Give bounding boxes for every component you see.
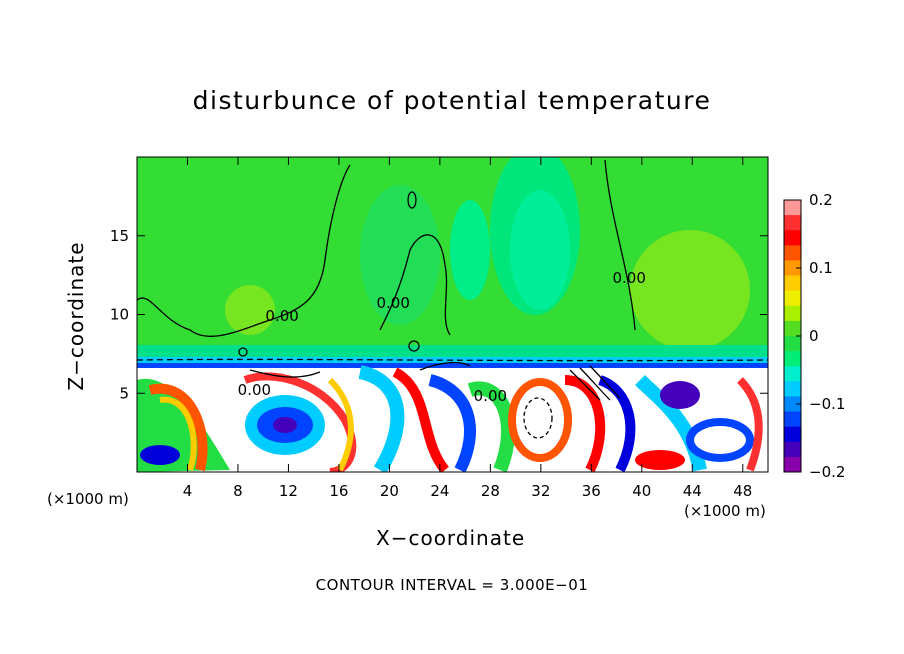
contour-label: 0.00 — [612, 269, 645, 287]
colorbar-swatch — [784, 336, 801, 352]
colorbar-swatch — [784, 276, 801, 292]
band — [137, 345, 768, 359]
colorbar-swatch — [784, 215, 801, 231]
heatmap-field — [137, 145, 768, 472]
colorbar-tick-label: 0.1 — [809, 259, 833, 277]
colorbar-tick-label: 0.2 — [809, 191, 833, 209]
contour-interval-note: CONTOUR INTERVAL = 3.000E−01 — [0, 576, 904, 594]
x-tick-label: 48 — [733, 482, 752, 500]
colorbar-swatch — [784, 291, 801, 307]
x-tick-label: 4 — [183, 482, 193, 500]
x-unit-left: (×1000 m) — [47, 490, 129, 508]
colorbar-swatch — [784, 230, 801, 246]
colorbar-swatch — [784, 381, 801, 397]
plume — [630, 230, 750, 350]
colorbar-swatch — [784, 442, 801, 458]
x-tick-label: 12 — [279, 482, 298, 500]
colorbar-swatch — [784, 457, 801, 473]
contour-label: 0.00 — [238, 381, 271, 399]
colorbar-swatch — [784, 306, 801, 322]
colorbar-tick-label: −0.2 — [809, 463, 845, 481]
x-tick-label: 16 — [329, 482, 348, 500]
contour-label: 0.00 — [474, 387, 507, 405]
band — [137, 363, 768, 368]
colorbar-swatch — [784, 427, 801, 443]
colorbar-swatch — [784, 366, 801, 382]
x-tick-label: 24 — [430, 482, 449, 500]
x-tick-label: 44 — [683, 482, 702, 500]
y-axis-label: Z−coordinate — [64, 241, 88, 390]
contour-label: 0.00 — [265, 307, 298, 325]
contour-label: 0.00 — [376, 294, 409, 312]
x-unit-right: (×1000 m) — [684, 502, 766, 520]
plume — [450, 200, 490, 300]
colorbar-swatch — [784, 351, 801, 367]
x-tick-label: 36 — [582, 482, 601, 500]
y-tick-label: 10 — [110, 306, 129, 324]
colorbar: 0.2 0.1 0 −0.1 −0.2 — [784, 191, 845, 481]
colorbar-swatch — [784, 321, 801, 337]
y-tick-label: 5 — [119, 384, 129, 402]
plume — [510, 190, 570, 310]
x-tick-label: 20 — [380, 482, 399, 500]
colorbar-tick-label: 0 — [809, 327, 819, 345]
colorbar-swatch — [784, 245, 801, 261]
colorbar-tick-label: −0.1 — [809, 395, 845, 413]
x-tick-label: 28 — [481, 482, 500, 500]
y-tick-label: 15 — [110, 227, 129, 245]
x-axis-label: X−coordinate — [376, 526, 525, 550]
x-tick-label: 32 — [531, 482, 550, 500]
colorbar-swatch — [784, 412, 801, 428]
x-tick-label: 40 — [632, 482, 651, 500]
x-tick-label: 8 — [233, 482, 243, 500]
colorbar-swatch — [784, 200, 801, 216]
